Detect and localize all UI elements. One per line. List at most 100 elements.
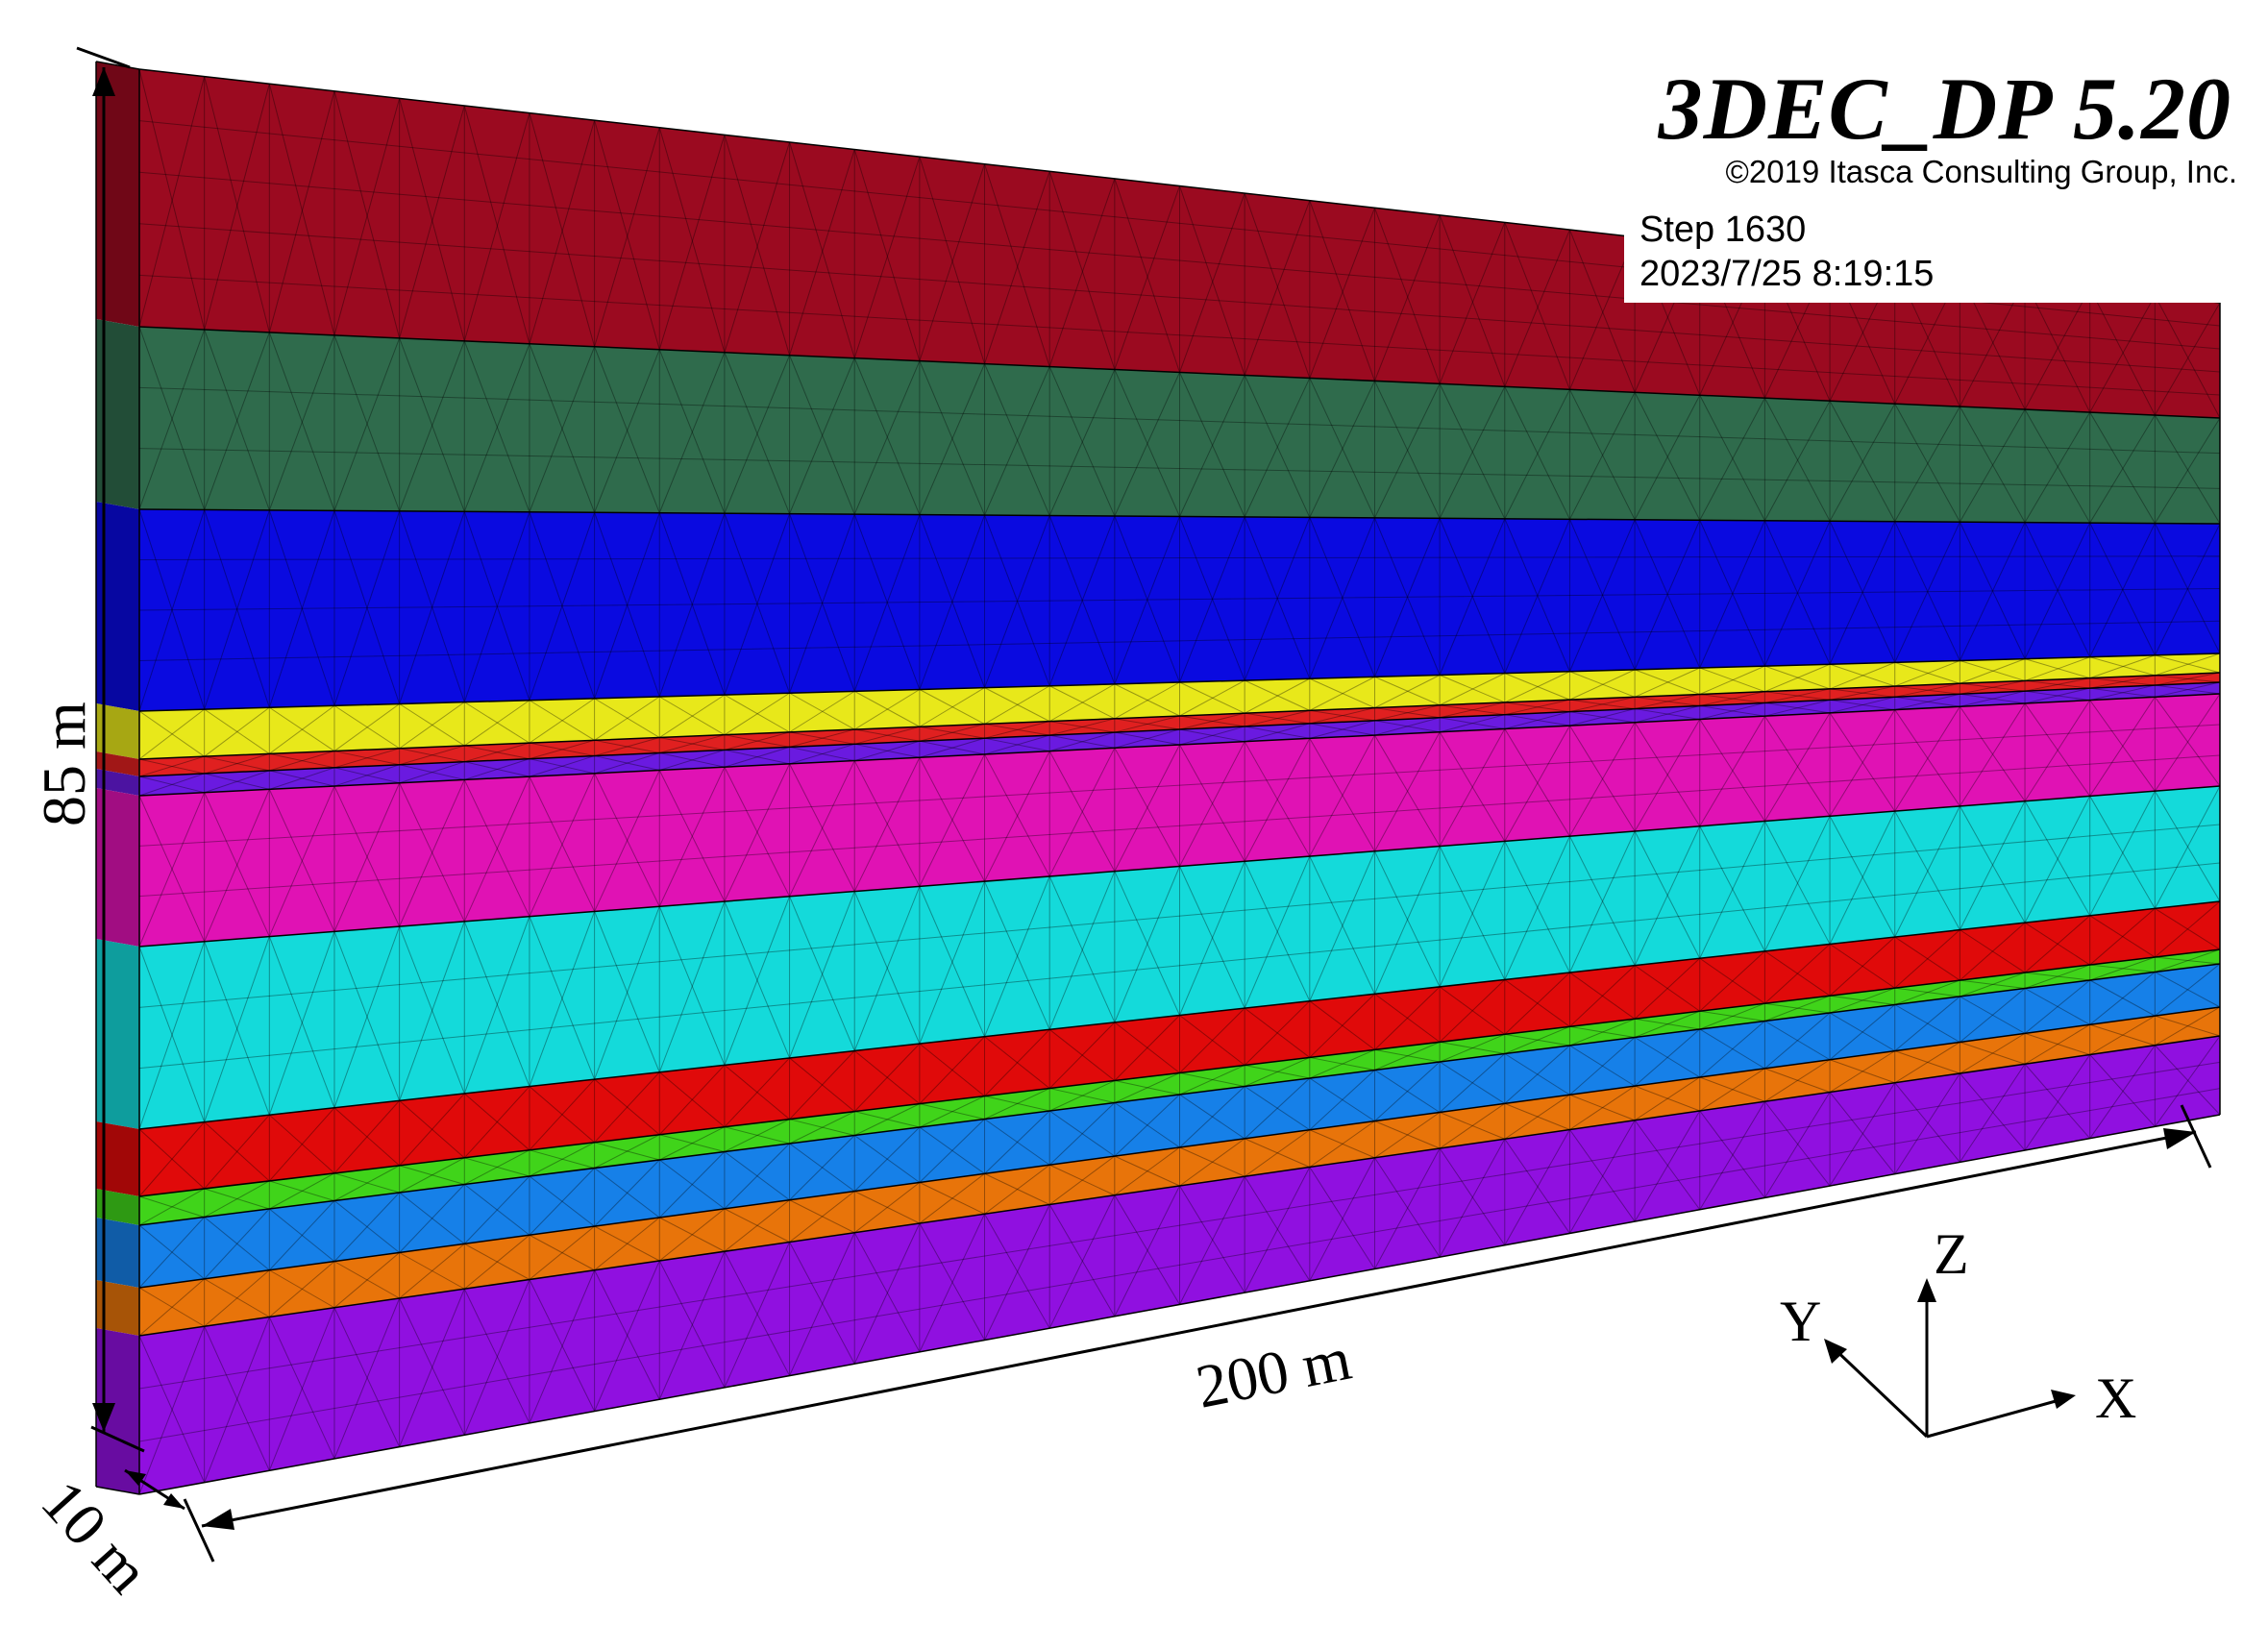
mesh-diagonal-line xyxy=(204,329,270,511)
mesh-diagonal-line xyxy=(1894,693,1960,711)
mesh-diagonal-line xyxy=(1894,936,1960,981)
mesh-diagonal-line xyxy=(333,751,400,766)
mesh-diagonal-line xyxy=(789,1050,855,1120)
mesh-diagonal-line xyxy=(2024,679,2090,689)
mesh-diagonal-line xyxy=(1439,673,1506,706)
mesh-diagonal-line xyxy=(1504,699,1570,716)
mesh-diagonal-line xyxy=(529,739,595,760)
mesh-diagonal-line xyxy=(854,1103,921,1136)
mesh-diagonal-line xyxy=(1048,515,1116,685)
mesh-diagonal-line xyxy=(1439,386,1506,519)
mesh-diagonal-line xyxy=(1960,693,2026,704)
mesh-diagonal-line xyxy=(138,941,206,1130)
mesh-diagonal-line xyxy=(204,752,270,775)
mesh-diagonal-line xyxy=(1699,950,1765,1012)
mesh-row-line xyxy=(138,724,2221,847)
mesh-diagonal-line xyxy=(1048,685,1116,720)
mesh-diagonal-line xyxy=(1114,731,1180,746)
mesh-diagonal-line xyxy=(594,1168,660,1219)
mesh-diagonal-line xyxy=(789,1199,855,1234)
mesh-diagonal-line xyxy=(1244,679,1311,711)
mesh-diagonal-line xyxy=(1179,192,1245,373)
mesh-diagonal-line xyxy=(464,1157,530,1177)
mesh-diagonal-line xyxy=(1504,972,1570,1035)
mesh-diagonal-line xyxy=(1048,369,1116,516)
mesh-diagonal-line xyxy=(138,758,205,775)
mesh-diagonal-line xyxy=(1764,699,1831,717)
mesh-diagonal-line xyxy=(269,704,335,754)
mesh-diagonal-line xyxy=(268,936,335,1108)
mesh-diagonal-line xyxy=(1048,1102,1116,1166)
mesh-diagonal-line xyxy=(594,512,660,700)
stratum-8-side-face xyxy=(96,939,139,1129)
mesh-diagonal-line xyxy=(789,763,855,892)
mesh-diagonal-line xyxy=(1179,1086,1245,1148)
mesh-diagonal-line xyxy=(658,1151,726,1219)
mesh-diagonal-line xyxy=(138,710,205,757)
mesh-diagonal-line xyxy=(2155,972,2221,1008)
mesh-diagonal-line xyxy=(1764,950,1831,997)
mesh-diagonal-line xyxy=(1829,936,1896,997)
mesh-diagonal-line xyxy=(1439,1061,1506,1104)
mesh-diagonal-line xyxy=(399,745,465,766)
mesh-diagonal-line xyxy=(204,789,270,942)
mesh-diagonal-line xyxy=(1829,712,1896,812)
mesh-diagonal-line xyxy=(2154,697,2221,787)
mesh-diagonal-line xyxy=(1699,1076,1765,1102)
mesh-diagonal-line xyxy=(2024,972,2090,981)
mesh-diagonal-line xyxy=(1504,389,1570,520)
mesh-diagonal-line xyxy=(138,776,205,794)
mesh-diagonal-line xyxy=(1830,688,1895,698)
mesh-diagonal-line xyxy=(789,896,855,1051)
mesh-diagonal-line xyxy=(1179,1072,1245,1087)
mesh-diagonal-line xyxy=(463,1175,530,1244)
mesh-diagonal-line xyxy=(1309,1157,1375,1282)
mesh-diagonal-line xyxy=(1114,744,1180,872)
mesh-diagonal-line xyxy=(1439,518,1506,674)
mesh-diagonal-line xyxy=(1634,722,1701,827)
mesh-diagonal-line xyxy=(1894,805,1960,938)
mesh-diagonal-line xyxy=(1309,1048,1375,1079)
mesh-diagonal-line xyxy=(2089,700,2156,792)
x-axis-line xyxy=(1926,1396,2067,1439)
mesh-diagonal-line xyxy=(2089,287,2156,416)
mesh-diagonal-line xyxy=(1374,1041,1441,1071)
stratum-12-boundary xyxy=(138,1035,2221,1337)
mesh-diagonal-line xyxy=(1568,519,1636,671)
mesh-row-line xyxy=(138,274,2221,396)
mesh-diagonal-line xyxy=(594,1159,660,1227)
mesh-diagonal-line xyxy=(789,891,855,1059)
mesh-diagonal-line xyxy=(529,916,596,1080)
mesh-diagonal-line xyxy=(204,941,270,1116)
mesh-diagonal-line xyxy=(464,702,530,744)
mesh-diagonal-line xyxy=(1504,728,1570,837)
mesh-diagonal-line xyxy=(529,773,596,917)
app-title: 3DEC_DP 5.20 xyxy=(1658,60,2231,158)
mesh-diagonal-line xyxy=(984,366,1050,516)
mesh-diagonal-line xyxy=(1634,719,1701,832)
mesh-diagonal-line xyxy=(464,1243,530,1280)
mesh-diagonal-line xyxy=(1829,685,1895,701)
mesh-diagonal-line xyxy=(2089,1023,2156,1046)
mesh-diagonal-line xyxy=(984,875,1050,1037)
mesh-diagonal-line xyxy=(1634,1037,1701,1078)
mesh-diagonal-line xyxy=(1763,712,1831,822)
mesh-diagonal-line xyxy=(1634,519,1701,669)
mesh-diagonal-line xyxy=(789,1242,855,1365)
mesh-diagonal-line xyxy=(333,782,401,932)
mesh-diagonal-line xyxy=(1179,861,1245,1016)
mesh-diagonal-line xyxy=(1374,731,1441,852)
mesh-diagonal-line xyxy=(1829,699,1895,711)
mesh-diagonal-line xyxy=(204,332,270,510)
mesh-diagonal-line xyxy=(268,1114,335,1174)
mesh-diagonal-line xyxy=(594,698,660,738)
mesh-diagonal-line xyxy=(724,355,791,514)
mesh-diagonal-line xyxy=(1894,660,1960,687)
mesh-diagonal-line xyxy=(724,1208,790,1243)
mesh-diagonal-line xyxy=(1179,1185,1245,1293)
mesh-diagonal-line xyxy=(2155,654,2221,674)
step-counter: Step 1630 xyxy=(1639,209,1807,250)
mesh-diagonal-line xyxy=(1309,723,1375,736)
block-outline-edge xyxy=(95,61,140,70)
mesh-diagonal-line xyxy=(919,1119,985,1183)
